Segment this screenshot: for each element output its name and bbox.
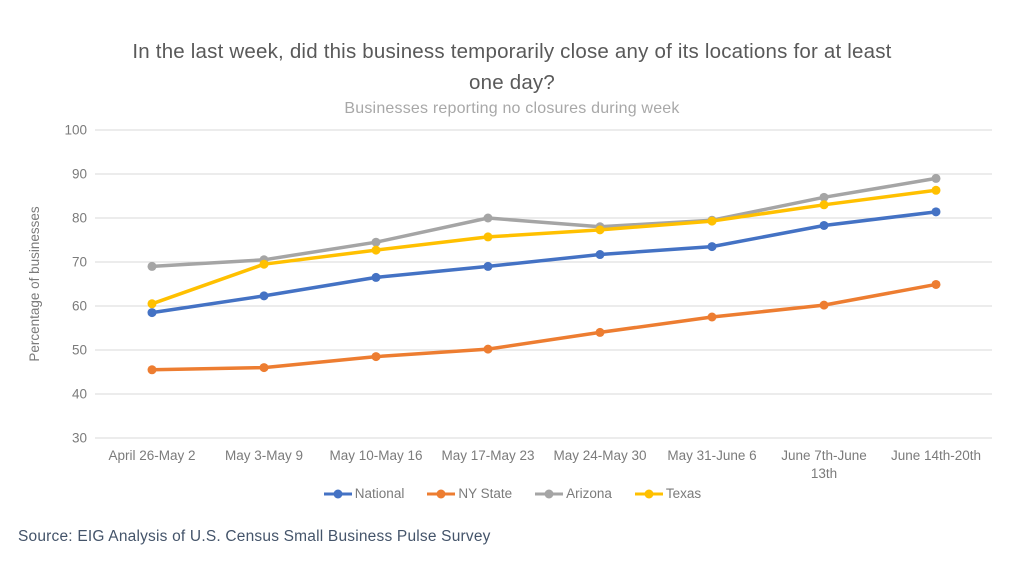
series-point-national-2: [371, 272, 381, 282]
y-tick-label-80: 80: [72, 211, 87, 226]
legend-item-national: National: [323, 486, 405, 501]
series-point-texas-6: [819, 200, 829, 210]
y-tick-label-100: 100: [64, 123, 87, 138]
series-point-national-6: [819, 220, 829, 230]
series-line-national: [150, 210, 938, 315]
x-tick-label-3: May 17-May 23: [441, 448, 534, 463]
series-point-ny-state-4: [595, 327, 605, 337]
y-tick-label-70: 70: [72, 255, 87, 270]
x-tick-label-0: April 26-May 2: [108, 448, 195, 463]
chart-title: In the last week, did this business temp…: [0, 36, 1024, 98]
series-point-ny-state-2: [371, 352, 381, 362]
x-tick-label-2: May 10-May 16: [329, 448, 422, 463]
series-point-ny-state-1: [259, 363, 269, 373]
legend-label-national: National: [354, 486, 405, 501]
chart-title-line1: In the last week, did this business temp…: [132, 40, 892, 63]
y-axis-title: Percentage of businesses: [27, 206, 42, 362]
series-point-texas-5: [707, 216, 717, 226]
x-tick-label-1: May 3-May 9: [225, 448, 303, 463]
series-point-texas-0: [147, 299, 157, 309]
series-point-ny-state-3: [483, 344, 493, 354]
legend-marker-national-icon: [323, 489, 352, 498]
series-point-national-4: [595, 250, 605, 260]
chart-title-line2: one day?: [469, 71, 555, 94]
legend-marker-texas-icon: [634, 489, 663, 498]
y-tick-label-60: 60: [72, 299, 87, 314]
series-line-ny-state: [150, 282, 938, 372]
series-point-texas-1: [259, 259, 269, 269]
y-tick-label-30: 30: [72, 431, 87, 446]
legend-item-texas: Texas: [634, 486, 701, 501]
x-tick-label-7: June 14th-20th: [891, 448, 981, 463]
legend-item-arizona: Arizona: [534, 486, 612, 501]
x-tick-label-6: June 7th-June 13th: [781, 448, 867, 481]
chart-legend: National NY State Arizona Texas: [0, 486, 1024, 501]
series-point-national-0: [147, 308, 157, 318]
x-tick-label-4: May 24-May 30: [553, 448, 646, 463]
series-point-national-5: [707, 242, 717, 252]
legend-marker-ny-state-icon: [427, 489, 456, 498]
series-line-arizona: [150, 176, 938, 269]
y-tick-label-50: 50: [72, 343, 87, 358]
series-point-texas-3: [483, 232, 493, 242]
series-point-ny-state-7: [931, 279, 941, 289]
legend-label-arizona: Arizona: [566, 486, 612, 501]
series-line-texas: [150, 188, 938, 306]
series-point-national-7: [931, 207, 941, 217]
x-tick-label-5: May 31-June 6: [667, 448, 756, 463]
y-tick-label-90: 90: [72, 167, 87, 182]
source-note: Source: EIG Analysis of U.S. Census Smal…: [18, 528, 491, 545]
series-point-texas-4: [595, 225, 605, 235]
legend-item-ny-state: NY State: [426, 486, 512, 501]
series-point-national-3: [483, 261, 493, 271]
series-point-arizona-7: [931, 173, 941, 183]
series-point-ny-state-0: [147, 365, 157, 375]
chart-subtitle: Businesses reporting no closures during …: [344, 100, 680, 117]
series-point-national-1: [259, 291, 269, 301]
y-tick-label-40: 40: [72, 387, 87, 402]
legend-label-texas: Texas: [665, 486, 702, 501]
legend-marker-arizona-icon: [535, 489, 564, 498]
series-point-arizona-6: [819, 192, 829, 202]
series-point-texas-7: [931, 185, 941, 195]
series-point-ny-state-5: [707, 312, 717, 322]
series-point-ny-state-6: [819, 300, 829, 310]
series-point-arizona-2: [371, 237, 381, 247]
series-point-arizona-0: [147, 261, 157, 271]
series-point-texas-2: [371, 245, 381, 255]
legend-label-ny-state: NY State: [458, 486, 513, 501]
series-point-arizona-3: [483, 213, 493, 223]
